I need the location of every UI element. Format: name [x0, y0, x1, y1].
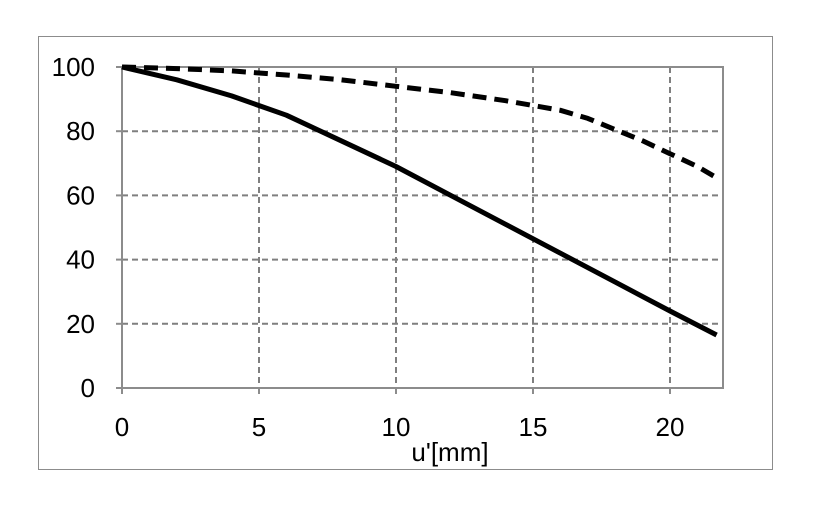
- x-tick-label: 0: [115, 412, 129, 442]
- x-tick-label: 10: [382, 412, 411, 442]
- x-tick-label: 15: [519, 412, 548, 442]
- axes: [116, 66, 724, 394]
- x-tick-label: 5: [252, 412, 266, 442]
- tick-labels: 0 20 40 60 80 100 0 5 10 15 20: [52, 52, 685, 442]
- solid-series-line: [121, 64, 718, 338]
- series-group: [121, 64, 718, 338]
- y-tick-label: 20: [66, 309, 95, 339]
- y-tick-label: 80: [66, 116, 95, 146]
- grid: [122, 67, 723, 388]
- y-tick-label: 40: [66, 245, 95, 275]
- dashed-series-line: [121, 64, 718, 180]
- y-tick-label: 60: [66, 180, 95, 210]
- x-axis-label: u'[mm]: [411, 437, 488, 467]
- x-tick-label: 20: [656, 412, 685, 442]
- y-tick-label: 0: [81, 373, 95, 403]
- y-tick-label: 100: [52, 52, 95, 82]
- plot-border: [121, 66, 724, 389]
- chart-frame: [38, 36, 773, 470]
